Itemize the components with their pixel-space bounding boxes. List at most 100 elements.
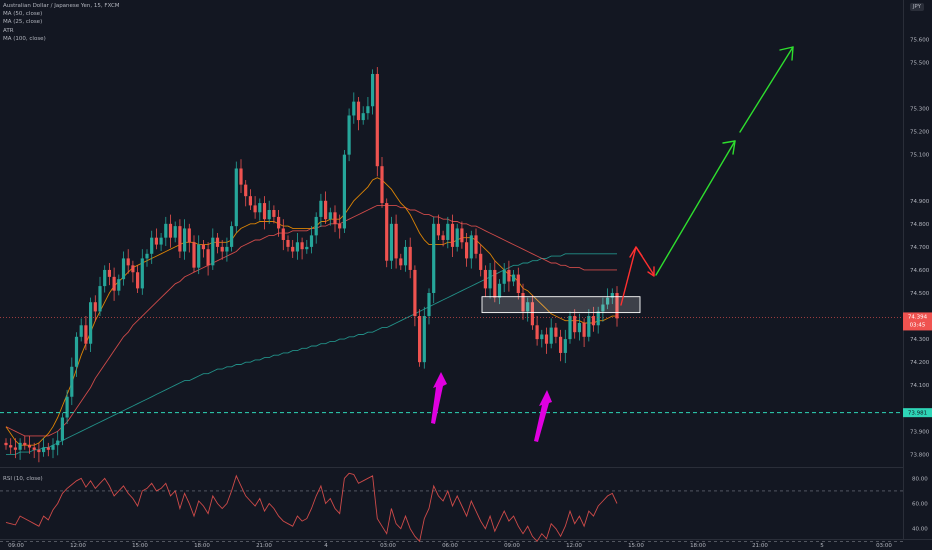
candle-body: [126, 258, 130, 266]
candle-body: [455, 228, 459, 247]
currency-badge[interactable]: JPY: [909, 3, 924, 11]
candle-body: [342, 154, 346, 229]
candle-body: [136, 272, 140, 289]
x-tick-label: 4: [324, 543, 328, 549]
candle-body: [46, 447, 50, 450]
rsi-indicator-label[interactable]: RSI (10, close): [3, 476, 43, 482]
candle-body: [159, 237, 163, 245]
candle-body: [465, 242, 469, 259]
candle-body: [394, 223, 398, 259]
candle-body: [211, 237, 215, 266]
x-tick-label: 21:00: [256, 543, 272, 549]
green-projection-arrow-1: [655, 140, 736, 276]
candle-body: [366, 106, 370, 114]
candle-body: [277, 216, 281, 229]
x-tick-label: 18:00: [690, 543, 706, 549]
candle-body: [333, 212, 337, 224]
candle-body: [587, 316, 591, 337]
candle-body: [436, 223, 440, 236]
x-tick-label: 12:00: [566, 543, 582, 549]
candle-body: [554, 327, 558, 337]
candle-body: [521, 293, 525, 312]
x-tick-label: 09:00: [8, 543, 24, 549]
candle-body: [591, 316, 596, 326]
candle-body: [375, 73, 379, 167]
candle-body: [469, 235, 473, 259]
candle-body: [65, 396, 69, 418]
candle-body: [314, 216, 318, 236]
candle-body: [601, 304, 605, 312]
candle-body: [582, 322, 586, 337]
x-tick-label: 15:00: [628, 543, 644, 549]
candle-body: [577, 322, 581, 333]
indicator-ma25[interactable]: MA (25, close): [3, 19, 43, 26]
candle-body: [328, 212, 332, 220]
y-tick-label: 74.200: [910, 360, 930, 366]
candle-body: [573, 316, 577, 333]
candle-body: [596, 311, 600, 326]
y-tick-label: 74.700: [910, 245, 930, 251]
candle-body: [497, 283, 502, 298]
candle-body: [220, 246, 224, 252]
candle-body: [446, 223, 450, 240]
candle-body: [13, 447, 17, 450]
candle-body: [535, 325, 539, 340]
candle-body: [371, 73, 375, 107]
candle-body: [37, 449, 41, 453]
candle-body: [112, 276, 116, 291]
indicator-atr[interactable]: ATR: [3, 27, 14, 34]
candle-body: [502, 269, 506, 284]
candle-body: [262, 203, 267, 220]
candle-body: [18, 442, 22, 450]
candle-body: [389, 223, 393, 261]
candle-body: [56, 440, 60, 446]
candle-body: [512, 274, 516, 282]
candle-body: [201, 244, 205, 250]
support-price-tag: [903, 408, 932, 418]
candle-body: [4, 442, 8, 446]
candle-body: [9, 445, 13, 448]
countdown-label: 03:45: [910, 322, 926, 328]
candle-body: [145, 253, 149, 259]
current-price-tag: [903, 312, 932, 331]
candle-body: [215, 237, 220, 247]
indicator-ma50[interactable]: MA (50, close): [3, 11, 43, 18]
x-tick-label: 03:00: [380, 543, 396, 549]
candle-body: [230, 226, 234, 247]
rsi-line: [5, 472, 618, 543]
candle-body: [79, 325, 83, 337]
candle-body: [483, 269, 487, 289]
candle-body: [352, 101, 356, 116]
candle-body: [183, 228, 187, 252]
x-tick-label: 18:00: [194, 543, 210, 549]
candle-body: [244, 184, 248, 197]
candle-body: [187, 228, 191, 243]
candle-body: [60, 417, 64, 441]
candle-body: [173, 226, 177, 238]
ma-long-line: [6, 253, 617, 455]
magenta-arrow-right: [534, 390, 552, 442]
green-arrowhead-2: [779, 46, 794, 61]
current-price-label: 74.394: [908, 314, 928, 320]
candle-body: [295, 242, 299, 252]
candle-body: [361, 113, 365, 121]
candle-body: [563, 339, 567, 353]
indicator-ma100[interactable]: MA (100, close): [3, 35, 46, 42]
y-tick-label: 73.900: [910, 429, 930, 435]
candle-body: [74, 336, 79, 367]
y-tick-label: 75.200: [910, 130, 930, 136]
candle-body: [526, 302, 530, 312]
candle-body: [253, 205, 257, 213]
rsi-tick-label: 60.00: [912, 502, 928, 508]
candle-body: [197, 244, 201, 268]
rsi-tick-label: 40.00: [912, 527, 928, 533]
candle-body: [107, 269, 111, 277]
y-tick-label: 73.800: [910, 452, 930, 458]
candle-body: [479, 253, 483, 270]
candle-body: [615, 293, 619, 319]
rsi-tick-label: 80.00: [912, 476, 928, 482]
y-tick-label: 74.300: [910, 337, 930, 343]
